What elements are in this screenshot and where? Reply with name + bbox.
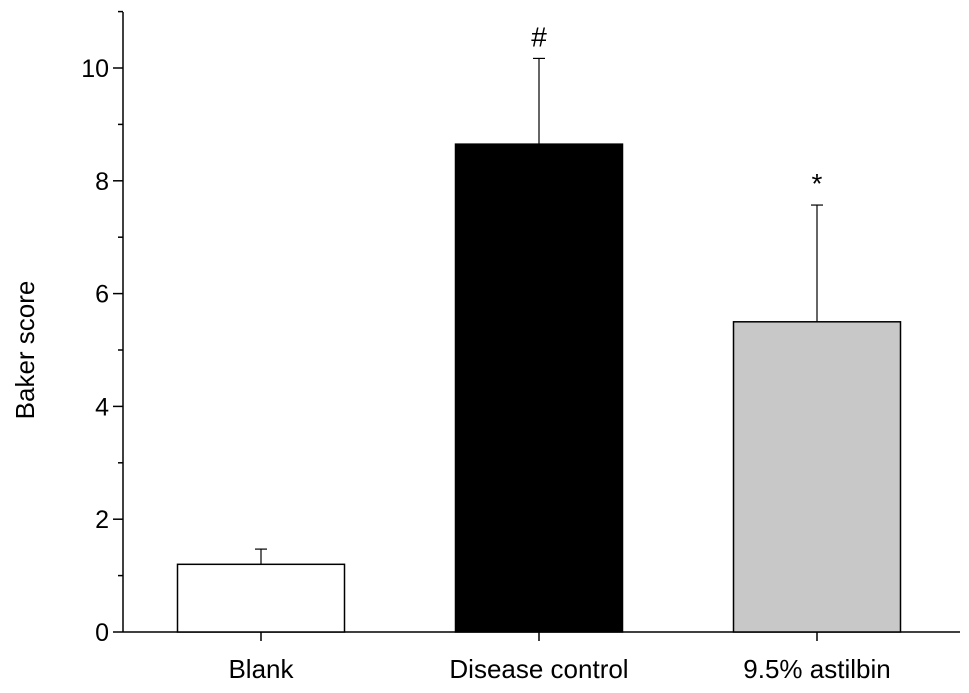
y-tick-label: 4 — [95, 393, 109, 421]
bar — [454, 143, 624, 633]
y-tick-label: 0 — [95, 619, 109, 647]
y-tick-label: 2 — [95, 506, 109, 534]
significance-marker: * — [812, 168, 823, 199]
x-category-label: 9.5% astilbin — [743, 654, 890, 684]
y-tick-label: 10 — [81, 55, 109, 83]
significance-marker: # — [531, 21, 547, 52]
y-tick-label: 6 — [95, 281, 109, 309]
x-category-label: Blank — [228, 654, 294, 684]
x-category-label: Disease control — [449, 654, 628, 684]
bar — [732, 321, 902, 633]
y-axis-title: Baker score — [10, 281, 40, 420]
bar — [176, 563, 346, 633]
y-tick-label: 8 — [95, 168, 109, 196]
plot-area: 0 2 4 6 8 10 Blank # Disease control * 9.5% astilb… — [81, 10, 960, 684]
